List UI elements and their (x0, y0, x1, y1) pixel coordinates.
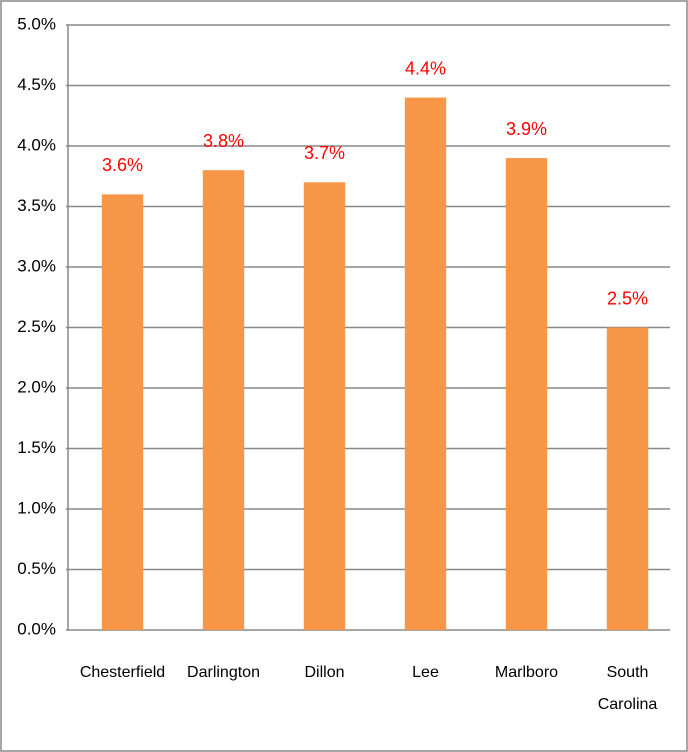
data-label: 3.9% (506, 119, 547, 139)
bar (101, 194, 144, 630)
bar (404, 97, 447, 631)
data-label: 4.4% (405, 58, 446, 78)
bar (505, 158, 548, 630)
bar (202, 170, 245, 630)
x-tick-label: Lee (412, 664, 439, 681)
data-label: 3.7% (304, 143, 345, 163)
data-label: 2.5% (607, 288, 648, 308)
y-tick-label: 1.5% (17, 438, 56, 457)
y-tick-label: 3.5% (17, 196, 56, 215)
x-tick-label: Marlboro (494, 664, 559, 681)
y-tick-label: 4.5% (17, 75, 56, 94)
bar (303, 182, 346, 631)
x-tick-label: Dillon (304, 664, 345, 681)
x-tick-label: Chesterfield (79, 664, 166, 681)
bar (606, 327, 649, 630)
data-label: 3.6% (102, 155, 143, 175)
x-tick-label: South Carolina (597, 664, 658, 713)
x-tick-label: Darlington (187, 664, 260, 681)
y-tick-label: 0.5% (17, 559, 56, 578)
y-tick-label: 4.0% (17, 135, 56, 154)
data-label: 3.8% (203, 131, 244, 151)
y-tick-label: 2.5% (17, 317, 56, 336)
y-tick-label: 3.0% (17, 256, 56, 275)
y-tick-label: 2.0% (17, 377, 56, 396)
y-tick-label: 0.0% (17, 619, 56, 638)
y-tick-label: 5.0% (17, 14, 56, 33)
y-tick-label: 1.0% (17, 498, 56, 517)
